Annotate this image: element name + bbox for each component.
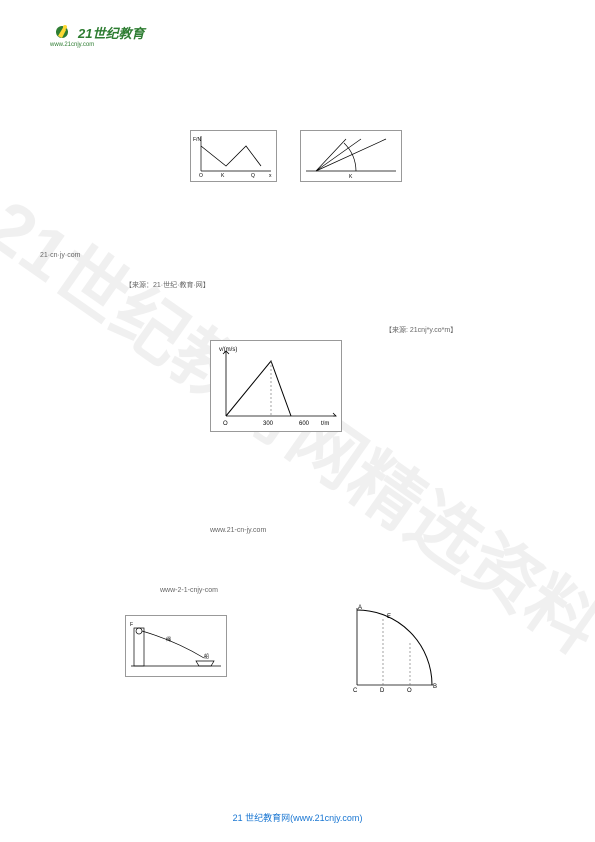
tag-source-1: 【来源：21·世纪·教育·网】 <box>125 280 210 291</box>
svg-text:O: O <box>199 173 203 179</box>
svg-text:F/N: F/N <box>193 137 201 143</box>
diagram-force-1: F/N x K Q O <box>190 130 277 182</box>
logo-url: www.21cnjy.com <box>50 42 94 48</box>
svg-text:绳: 绳 <box>166 636 171 643</box>
svg-text:v/(m/s): v/(m/s) <box>219 347 237 353</box>
diagram-quarter-circle: A E B C D O <box>345 600 440 695</box>
svg-text:300: 300 <box>263 421 274 427</box>
svg-text:O: O <box>407 688 412 694</box>
content-area: F/N x K Q O K 21·cn·jy·com 【来源：21·世纪·教育·… <box>40 60 555 802</box>
logo-icon <box>50 20 74 44</box>
svg-text:Q: Q <box>251 173 255 179</box>
tag-www-2: www-2-1-cnjy-com <box>160 585 218 596</box>
svg-text:600: 600 <box>299 421 310 427</box>
svg-text:船: 船 <box>204 653 209 660</box>
svg-text:K: K <box>221 173 225 179</box>
svg-text:A: A <box>358 605 362 611</box>
svg-text:D: D <box>380 688 385 694</box>
svg-text:C: C <box>353 688 358 694</box>
svg-text:B: B <box>433 684 437 690</box>
diagram-rays: K <box>300 130 402 182</box>
svg-text:x: x <box>269 173 272 179</box>
svg-text:F: F <box>130 622 133 628</box>
tag-cnjy-1: 21·cn·jy·com <box>40 250 80 261</box>
diagram-velocity: v/(m/s) O 300 600 t/m <box>210 340 342 432</box>
logo: 21世纪教育 <box>50 20 144 44</box>
tag-source-2: 【来源: 21cnj*y.co*m】 <box>385 325 457 336</box>
footer-text: 21 世纪教育网 <box>233 813 291 823</box>
footer-link[interactable]: www.21cnjy.com <box>293 813 359 823</box>
footer: 21 世纪教育网(www.21cnjy.com) <box>0 811 595 824</box>
logo-brand: 21世纪教育 <box>78 23 144 42</box>
svg-text:K: K <box>349 174 353 180</box>
svg-text:t/m: t/m <box>321 421 329 427</box>
tag-www-1: www.21-cn-jy.com <box>210 525 266 536</box>
svg-text:O: O <box>223 421 228 427</box>
svg-text:E: E <box>387 614 391 620</box>
diagram-boat: F 船 绳 <box>125 615 227 677</box>
